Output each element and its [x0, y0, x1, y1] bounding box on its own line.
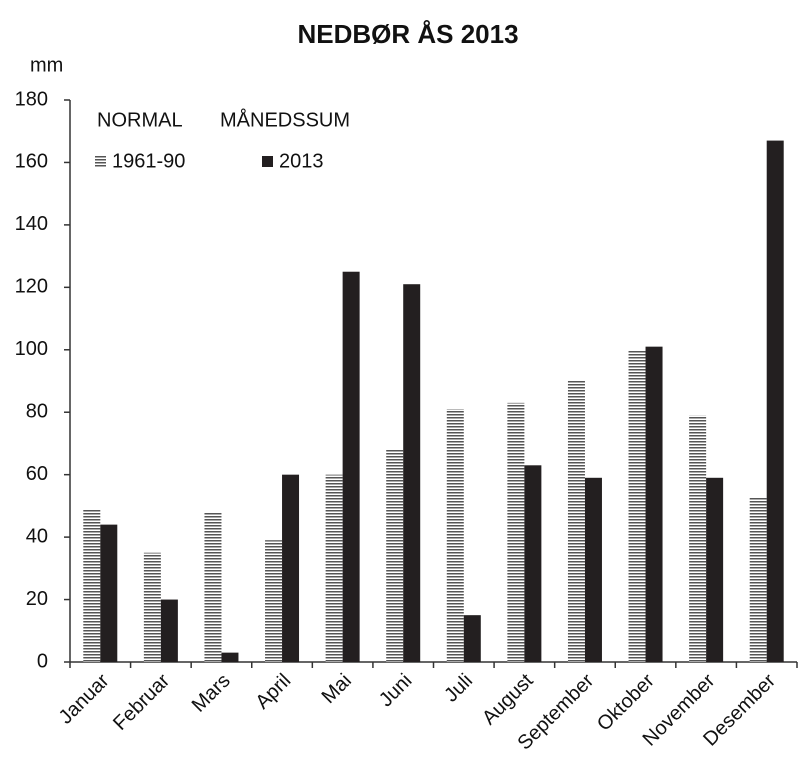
legend-label: 2013 — [279, 150, 324, 172]
bar — [83, 509, 101, 662]
legend-swatch — [262, 156, 273, 167]
bar — [524, 465, 542, 662]
bar — [584, 477, 602, 662]
x-tick-label: April — [251, 670, 295, 714]
bar — [282, 474, 300, 662]
y-tick-label: 100 — [15, 338, 48, 360]
bar — [567, 381, 585, 662]
y-tick-label: 40 — [26, 525, 48, 547]
legend-title: MÅNEDSSUM — [220, 108, 350, 131]
bar — [463, 615, 481, 662]
bar — [403, 284, 421, 662]
x-tick-label: Juni — [375, 670, 417, 712]
bar — [507, 402, 525, 662]
legend-label: 1961-90 — [112, 150, 185, 172]
bar — [265, 540, 283, 662]
bar — [706, 477, 724, 662]
bar — [221, 652, 239, 662]
y-tick-label: 20 — [26, 588, 48, 610]
bar — [386, 449, 404, 662]
bar — [325, 474, 343, 662]
bar — [689, 415, 707, 662]
y-tick-label: 180 — [15, 88, 48, 110]
bar — [342, 271, 360, 662]
x-tick-label: Juli — [440, 670, 477, 707]
y-tick-label: 160 — [15, 151, 48, 173]
bar — [645, 346, 663, 662]
y-tick-label: 120 — [15, 276, 48, 298]
y-tick-label: 60 — [26, 463, 48, 485]
x-tick-label: Januar — [55, 669, 114, 728]
chart-title: NEDBØR ÅS 2013 — [297, 19, 518, 49]
y-tick-label: 0 — [37, 650, 48, 672]
y-tick-label: 80 — [26, 401, 48, 423]
bar — [749, 496, 767, 662]
y-tick-label: 140 — [15, 213, 48, 235]
x-tick-label: August — [478, 669, 538, 729]
bar — [160, 599, 178, 662]
bar — [766, 140, 784, 663]
bar — [204, 512, 222, 662]
bar — [100, 524, 118, 662]
x-tick-label: Mars — [188, 670, 235, 717]
bar — [143, 552, 161, 662]
y-axis-label: mm — [30, 54, 63, 76]
bar — [446, 409, 464, 662]
legend-swatch — [95, 156, 106, 167]
x-tick-label: Mai — [318, 670, 356, 708]
legend-title: NORMAL — [97, 109, 183, 131]
bar — [628, 349, 646, 662]
x-tick-label: Februar — [109, 669, 174, 734]
